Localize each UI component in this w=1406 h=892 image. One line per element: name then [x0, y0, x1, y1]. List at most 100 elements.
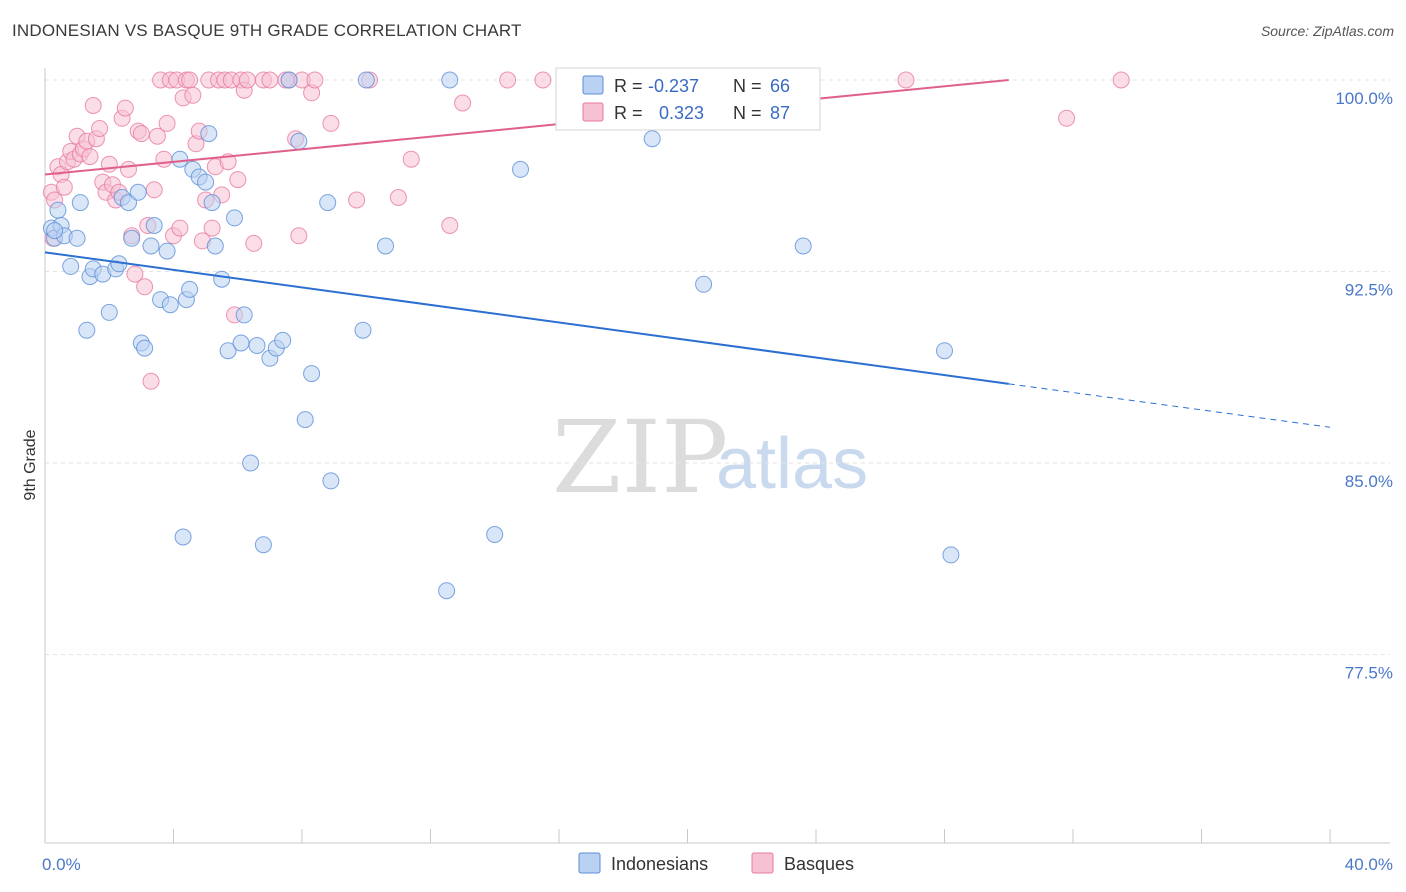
indonesian-point — [235, 306, 253, 324]
basques-trend-line — [44, 79, 1009, 176]
basques-n-label: N = — [733, 103, 762, 123]
basque-point — [55, 178, 73, 196]
basques-r-label: R = — [614, 103, 643, 123]
indonesian-point — [512, 160, 529, 178]
indonesians-points — [42, 71, 960, 600]
indonesian-point — [695, 275, 713, 293]
indonesian-point — [49, 201, 67, 219]
indonesian-point — [441, 71, 459, 89]
basque-point — [306, 71, 324, 89]
indonesian-point — [296, 411, 314, 429]
x-tick-labels: 0.0% 40.0% — [42, 855, 1393, 874]
basque-point — [100, 155, 118, 173]
basque-point — [499, 71, 517, 89]
basque-point — [171, 219, 189, 237]
basque-point — [158, 114, 176, 132]
basque-point — [84, 97, 102, 114]
indonesian-point — [254, 536, 272, 554]
y-tick-label: 92.5% — [1345, 281, 1393, 300]
indonesian-point — [181, 280, 199, 298]
indonesian-point — [322, 472, 340, 490]
basque-point — [1058, 109, 1076, 127]
basque-point — [348, 191, 366, 209]
indonesian-point — [242, 454, 260, 472]
indonesian-point — [936, 342, 953, 360]
basques-r-value: 0.323 — [659, 103, 704, 123]
basque-point — [184, 86, 202, 104]
indonesian-point — [136, 339, 154, 357]
basque-point — [91, 120, 109, 137]
indonesian-point — [197, 173, 215, 191]
watermark: ZIP atlas — [552, 399, 868, 516]
indonesian-point — [200, 125, 218, 143]
y-tick-label: 77.5% — [1345, 664, 1393, 683]
indonesian-point — [129, 183, 147, 201]
indonesian-point — [171, 150, 189, 168]
source-label: Source: ZipAtlas.com — [1260, 23, 1394, 39]
basque-point — [132, 125, 150, 143]
indonesian-point — [280, 71, 298, 89]
y-tick-label: 100.0% — [1335, 89, 1393, 108]
basque-point — [261, 71, 279, 89]
series-legend: Indonesians Basques — [578, 852, 854, 874]
indonesian-point — [123, 229, 141, 247]
indonesian-point — [46, 222, 64, 240]
indonesian-point — [142, 237, 160, 255]
indonesian-point — [206, 237, 224, 255]
basque-point — [245, 234, 263, 252]
indonesian-point — [248, 337, 266, 354]
basque-point — [136, 278, 154, 296]
chart-title: INDONESIAN VS BASQUE 9TH GRADE CORRELATI… — [12, 21, 522, 40]
basque-point — [126, 265, 144, 283]
indonesians-stat-swatch — [582, 75, 604, 95]
indonesian-point — [357, 71, 375, 89]
y-tick-labels: 100.0% 92.5% 85.0% 77.5% — [1335, 89, 1393, 683]
indonesians-r-value: -0.237 — [648, 76, 699, 96]
basque-point — [81, 148, 99, 166]
basque-point — [142, 372, 160, 390]
basque-point — [1112, 71, 1130, 89]
indonesian-point — [158, 242, 176, 260]
indonesian-point — [71, 194, 89, 212]
indonesian-point — [354, 321, 372, 339]
watermark-zip: ZIP — [552, 399, 728, 516]
trend-lines — [44, 79, 1331, 428]
x-tick-label-max: 40.0% — [1345, 855, 1393, 874]
legend-swatch-basques — [751, 852, 774, 874]
basque-point — [155, 150, 173, 168]
basque-point — [322, 114, 340, 132]
basque-point — [181, 71, 199, 89]
basque-point — [454, 94, 472, 112]
indonesian-point — [203, 194, 221, 212]
gridlines — [45, 79, 1390, 655]
basques-n-value: 87 — [770, 103, 790, 123]
indonesian-point — [213, 270, 231, 288]
basque-point — [116, 99, 134, 117]
basque-point — [290, 227, 308, 245]
y-axis-label: 9th Grade — [22, 429, 39, 500]
legend-label-basques: Basques — [784, 854, 854, 874]
basque-point — [389, 189, 407, 206]
indonesian-point — [942, 546, 960, 564]
x-tick-label-min: 0.0% — [42, 855, 81, 874]
indonesian-point — [62, 257, 80, 275]
watermark-atlas: atlas — [716, 424, 868, 504]
indonesians-trend-extension — [1008, 383, 1331, 428]
indonesian-point — [486, 526, 504, 543]
indonesian-point — [161, 296, 179, 314]
indonesian-point — [174, 528, 192, 546]
indonesian-point — [377, 237, 394, 255]
indonesian-point — [303, 365, 321, 383]
indonesian-point — [319, 194, 337, 212]
indonesian-point — [78, 321, 96, 339]
indonesian-point — [794, 237, 812, 255]
legend-swatch-indonesians — [578, 852, 601, 874]
indonesian-point — [290, 132, 308, 150]
basque-point — [441, 217, 459, 234]
indonesian-point — [438, 582, 456, 600]
indonesians-n-label: N = — [733, 76, 762, 96]
indonesian-point — [643, 130, 661, 148]
basque-point — [402, 150, 420, 168]
stats-legend: R = -0.237 N = 66 R = 0.323 N = 87 — [555, 67, 821, 131]
